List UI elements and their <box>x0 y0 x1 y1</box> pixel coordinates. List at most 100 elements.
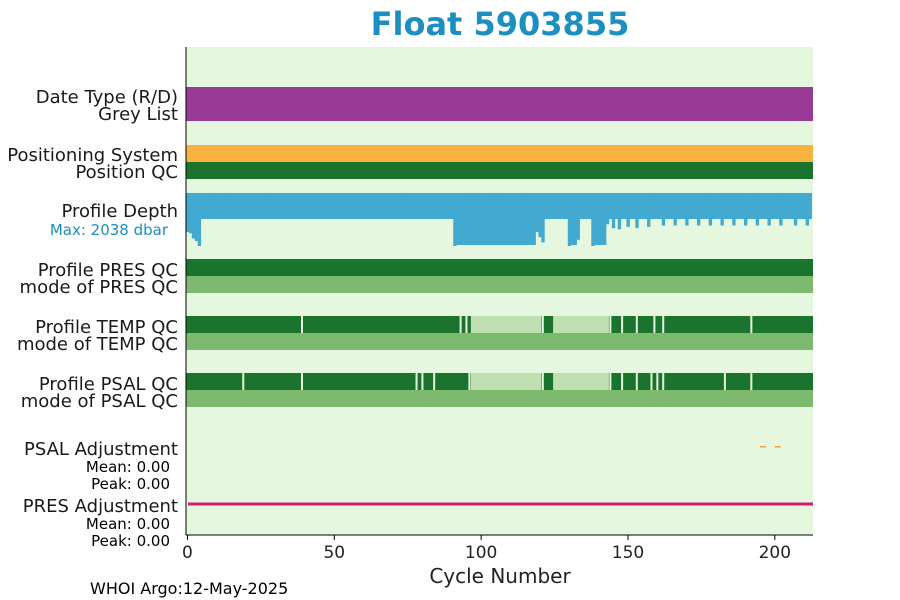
profile-depth-bar <box>788 193 792 220</box>
profile-depth-bar <box>479 193 484 246</box>
profile-depth-bar <box>306 193 310 220</box>
profile-depth-bar <box>494 193 498 246</box>
profile-depth-bar <box>271 193 275 220</box>
profile-depth-bar <box>418 193 422 220</box>
psal-qc-gap <box>433 373 436 390</box>
temp-qc-gap <box>459 316 462 333</box>
x-tick-label: 0 <box>182 543 193 563</box>
status-bars <box>186 87 813 506</box>
x-tick-label: 150 <box>612 543 644 563</box>
profile-depth-bar <box>218 193 222 220</box>
profile-depth-bar <box>603 193 607 246</box>
row-label-pres_mode: mode of PRES QC <box>20 277 178 298</box>
row-label-profile_depth: Profile Depth <box>61 201 178 222</box>
profile-depth-bar <box>482 193 486 246</box>
profile-depth-bar <box>526 193 531 246</box>
profile-depth-bar <box>570 193 575 246</box>
profile-depth-bar <box>576 193 580 240</box>
temp-qc-probably-good <box>553 316 609 333</box>
profile-depth-bar <box>694 193 698 220</box>
profile-depth-bar <box>321 193 325 220</box>
temp-qc-probably-good <box>470 316 542 333</box>
profile-depth-bar <box>429 193 434 220</box>
profile-depth-bar <box>638 193 642 220</box>
profile-depth-bar <box>285 193 290 220</box>
profile-depth-bar <box>350 193 354 220</box>
profile-depth-bar <box>203 193 207 220</box>
profile-depth-bar <box>758 193 763 220</box>
profile-depth-bar <box>224 193 228 220</box>
profile-depth-bar <box>464 193 469 246</box>
psal-qc-gap <box>301 373 303 390</box>
profile-depth-bar <box>191 193 196 239</box>
profile-depth-bar <box>409 193 413 220</box>
temp-mode-bar <box>186 333 813 350</box>
profile-depth-bar <box>303 193 307 220</box>
profile-depth-bar <box>415 193 419 220</box>
profile-depth-bar <box>438 193 442 220</box>
profile-depth-bar <box>632 193 636 220</box>
psal-qc-gap <box>468 373 471 390</box>
temp-qc-gap <box>609 316 612 333</box>
profile-depth-bar <box>614 193 619 220</box>
profile-depth-bar <box>711 193 716 220</box>
profile-depth-bar <box>635 193 639 229</box>
profile-depth-bar <box>723 193 727 220</box>
profile-depth-bar <box>279 193 284 220</box>
profile-depth-bar <box>591 193 595 246</box>
profile-depth-bar <box>626 193 630 227</box>
profile-depth-bar <box>371 193 375 220</box>
profile-depth-bar <box>241 193 246 220</box>
psal-qc-gap <box>635 373 638 390</box>
row-label-pres_adj: PRES Adjustment <box>23 496 178 517</box>
psal-qc-probably-good <box>470 373 542 390</box>
profile-depth-bar <box>600 193 604 246</box>
profile-depth-bar <box>773 193 777 220</box>
profile-depth-bar <box>215 193 219 220</box>
profile-depth-bar <box>702 193 707 220</box>
profile-depth-bar <box>188 193 193 234</box>
profile-depth-bar <box>544 193 548 220</box>
profile-depth-bar <box>403 193 407 220</box>
profile-depth-bar <box>558 193 563 220</box>
profile-depth-bar <box>324 193 328 220</box>
profile-depth-bar <box>294 193 298 220</box>
profile-depth-bar <box>761 193 765 220</box>
profile-depth-bar <box>623 193 627 220</box>
profile-depth-bar <box>318 193 322 220</box>
profile-depth-bar <box>620 193 624 220</box>
profile-depth-bar <box>230 193 234 220</box>
profile-depth-bar <box>790 193 795 220</box>
profile-depth-bar <box>652 193 657 220</box>
profile-depth-bar <box>535 193 539 233</box>
profile-depth-bar <box>235 193 240 220</box>
profile-depth-bar <box>362 193 366 220</box>
profile-depth-bar <box>200 193 205 220</box>
profile-depth-bar <box>547 193 551 220</box>
profile-depth-bar <box>752 193 757 220</box>
profile-depth-bar <box>585 193 589 220</box>
psal-qc-gap <box>609 373 612 390</box>
profile-depth-bar <box>376 193 381 220</box>
profile-depth-bar <box>344 193 348 220</box>
row-label-positioning: Positioning System <box>7 145 178 166</box>
profile-depth-bar <box>667 193 671 220</box>
temp-qc-gap <box>465 316 468 333</box>
profile-depth-bar <box>655 193 660 220</box>
profile-depth-bar <box>617 193 622 230</box>
profile-depth-bar <box>329 193 334 220</box>
temp-qc-gap <box>635 316 638 333</box>
profile-depth-bar <box>332 193 337 220</box>
row-stat-pres_adj: Mean: 0.00 <box>86 515 170 533</box>
profile-depth-bar <box>497 193 501 246</box>
positioning-system-bar <box>186 145 813 162</box>
profile-depth-bar <box>473 193 478 246</box>
row-labels: Date Type (R/D)Grey List Positioning Syst… <box>7 87 178 550</box>
profile-depth-bar <box>673 193 677 226</box>
profile-depth-bar <box>300 193 304 220</box>
profile-depth-bar <box>476 193 481 246</box>
psal-adjustment-mark <box>774 446 781 448</box>
profile-depth-bar <box>556 193 560 220</box>
profile-depth-bar <box>400 193 404 220</box>
profile-depth-bar <box>805 193 809 226</box>
